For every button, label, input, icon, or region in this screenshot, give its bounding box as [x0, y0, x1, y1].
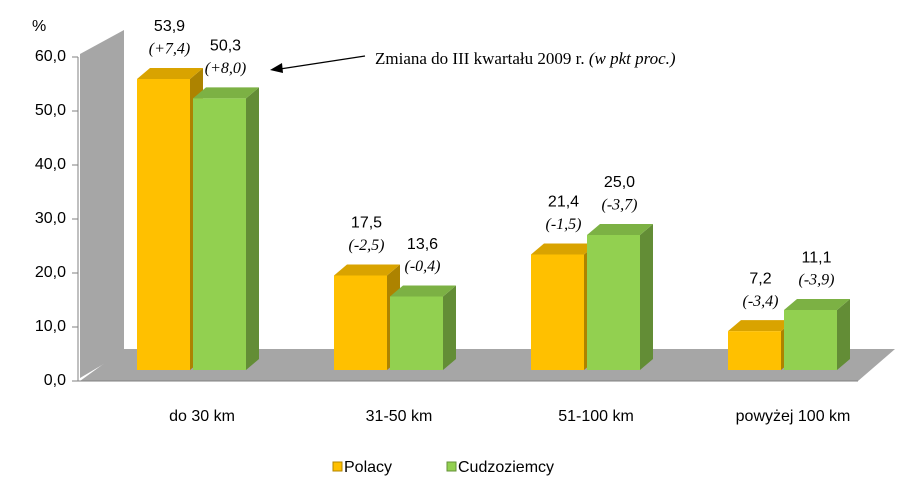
change-label: (-0,4) — [405, 258, 441, 275]
bar — [587, 224, 653, 370]
bar-top — [587, 224, 653, 235]
bar-front — [193, 98, 246, 370]
bar-front — [587, 235, 640, 370]
y-tick-label: 0,0 — [44, 372, 66, 389]
arrow-head — [270, 63, 283, 73]
y-tick-label: 40,0 — [35, 156, 66, 173]
value-label: 17,5 — [351, 215, 382, 232]
annotation-text: Zmiana do III kwartału 2009 r. — [375, 49, 585, 68]
bar-side — [443, 285, 456, 370]
y-tick-label: 30,0 — [35, 210, 66, 227]
legend-swatch — [446, 461, 457, 472]
legend-label: Polacy — [344, 459, 392, 476]
change-label: (-3,9) — [799, 272, 835, 289]
bar-side — [246, 87, 259, 370]
bar-top — [728, 320, 794, 332]
bar — [390, 285, 456, 370]
annotation-note: (w pkt proc.) — [589, 49, 676, 68]
y-tick-label: 60,0 — [35, 48, 66, 65]
x-tick-label: 51-100 km — [558, 408, 634, 425]
bar-front — [728, 331, 781, 370]
bar-front — [137, 78, 190, 370]
bar-top — [531, 243, 597, 255]
x-tick-label: 31-50 km — [366, 408, 433, 425]
change-label: (-1,5) — [546, 216, 582, 233]
bar-side — [640, 224, 653, 370]
bar-side — [837, 299, 850, 370]
bar-top — [334, 264, 400, 276]
x-tick-label: do 30 km — [169, 408, 235, 425]
bar-front — [334, 275, 387, 370]
legend-label: Cudzoziemcy — [458, 459, 554, 476]
bar — [784, 299, 850, 370]
value-label: 21,4 — [548, 194, 579, 211]
back-wall — [80, 30, 124, 378]
y-tick-label: 50,0 — [35, 102, 66, 119]
bar-front — [784, 310, 837, 370]
change-label: (+7,4) — [149, 41, 190, 58]
y-tick-label: 20,0 — [35, 264, 66, 281]
annotation-arrow — [279, 55, 366, 70]
annotation: Zmiana do III kwartału 2009 r. (w pkt pr… — [375, 49, 676, 68]
change-label: (-3,7) — [602, 197, 638, 214]
bar-top — [137, 67, 203, 79]
value-label: 53,9 — [154, 18, 185, 35]
value-label: 13,6 — [407, 236, 438, 253]
bar-top — [784, 299, 850, 311]
floor — [80, 349, 895, 381]
bar-top — [193, 87, 259, 99]
bar — [193, 87, 259, 370]
x-tick-label: powyżej 100 km — [736, 408, 851, 425]
y-axis-label: % — [32, 18, 46, 35]
change-label: (+8,0) — [205, 60, 246, 77]
value-label: 7,2 — [749, 270, 771, 287]
value-label: 11,1 — [802, 249, 832, 266]
legend-swatch — [332, 461, 343, 472]
bar-front — [390, 296, 443, 370]
bar-top — [390, 285, 456, 297]
value-label: 50,3 — [210, 38, 241, 55]
y-tick-label: 10,0 — [35, 318, 66, 335]
value-label: 25,0 — [604, 174, 635, 191]
change-label: (-2,5) — [349, 237, 385, 254]
bar-front — [531, 254, 584, 370]
change-label: (-3,4) — [743, 293, 779, 310]
